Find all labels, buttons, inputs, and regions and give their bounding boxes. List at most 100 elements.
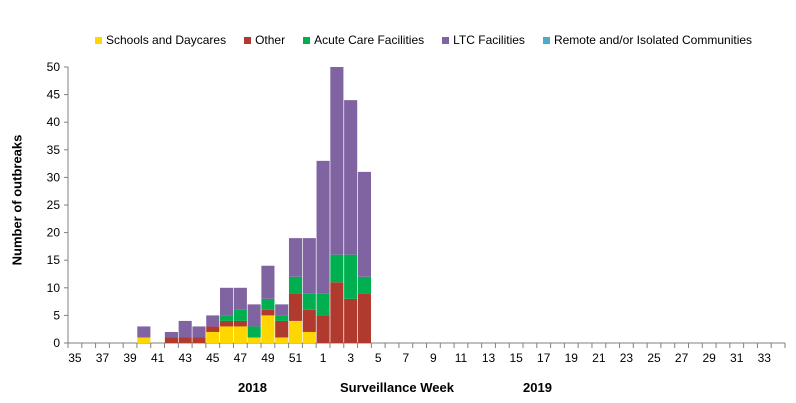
year-label-2018: 2018	[238, 380, 267, 395]
bar-segment	[344, 100, 358, 255]
bar-segment	[247, 326, 261, 338]
x-tick-label: 27	[675, 351, 689, 365]
legend-item: Acute Care Facilities	[303, 33, 424, 47]
x-tick-label: 31	[730, 351, 744, 365]
y-tick-label: 5	[53, 308, 60, 322]
y-tick-label: 15	[47, 253, 61, 267]
legend-label: Remote and/or Isolated Communities	[553, 33, 753, 47]
bar-segment	[275, 304, 289, 316]
bar-segment	[220, 287, 234, 316]
x-tick-label: 35	[68, 351, 82, 365]
x-tick-label: 43	[179, 351, 193, 365]
bar-segment	[164, 337, 178, 343]
bar-segment	[220, 315, 234, 321]
bar-segment	[137, 326, 151, 338]
bar-segment	[247, 304, 261, 327]
legend-swatch	[542, 36, 550, 44]
bar-segment	[233, 320, 247, 327]
y-tick-label: 10	[47, 281, 61, 295]
bar-segment	[275, 315, 289, 321]
x-tick-label: 13	[482, 351, 496, 365]
bar-segment	[164, 331, 178, 338]
bar-segment	[261, 298, 275, 310]
bar-segment	[330, 254, 344, 283]
x-tick-label: 11	[455, 351, 468, 365]
legend-item: LTC Facilities	[442, 33, 525, 47]
legend-swatch	[244, 36, 252, 44]
x-tick-label: 41	[151, 351, 165, 365]
bar-segment	[357, 171, 372, 277]
x-tick-label: 45	[206, 351, 220, 365]
bar-segment	[261, 315, 275, 343]
bar-segment	[178, 320, 192, 338]
legend-item: Schools and Daycares	[95, 33, 226, 47]
x-tick-label: 15	[509, 351, 523, 365]
bar-segment	[137, 337, 151, 343]
legend-label: Schools and Daycares	[106, 33, 227, 47]
bar-segment	[302, 331, 316, 343]
y-tick-label: 0	[53, 336, 60, 350]
bar-segment	[192, 337, 206, 343]
legend: Schools and Daycares Other Acute Care Faci…	[95, 33, 752, 47]
bar-segment	[302, 293, 316, 310]
x-tick-label: 49	[261, 351, 275, 365]
bar-segment	[288, 276, 303, 294]
y-tick-label: 35	[47, 143, 61, 157]
bar-segment	[316, 315, 330, 343]
legend-label: Other	[255, 33, 286, 47]
bar-segment	[220, 326, 234, 343]
bar-segment	[220, 320, 234, 327]
x-tick-label: 25	[647, 351, 661, 365]
bar-segment	[288, 320, 303, 343]
bar-segment	[192, 326, 206, 338]
legend-swatch	[442, 36, 450, 44]
x-tick-label: 1	[320, 351, 327, 365]
bar-segment	[288, 293, 303, 321]
bar-segment	[206, 315, 220, 327]
bar-segment	[206, 331, 220, 343]
x-tick-label: 33	[758, 351, 772, 365]
bar-segment	[261, 265, 275, 299]
y-tick-label: 45	[47, 88, 61, 102]
bar-segment	[261, 309, 275, 316]
y-tick-label: 50	[47, 60, 61, 74]
bar-segment	[344, 254, 358, 299]
bar-segment	[275, 320, 289, 338]
x-tick-label: 7	[402, 351, 409, 365]
legend-item: Remote and/or Isolated Communities	[542, 33, 753, 47]
x-tick-label: 23	[620, 351, 634, 365]
bar-segment	[357, 276, 372, 294]
x-tick-label: 51	[289, 351, 303, 365]
x-axis-label: Surveillance Week	[340, 380, 454, 395]
bar-segment	[330, 282, 344, 343]
x-tick-label: 21	[592, 351, 606, 365]
legend-swatch	[95, 36, 102, 44]
x-tick-label: 47	[234, 351, 248, 365]
year-label-2019: 2019	[523, 380, 552, 395]
y-tick-label: 20	[47, 226, 61, 240]
bar-segment	[206, 326, 220, 332]
bar-segment	[330, 67, 344, 255]
x-tick-label: 9	[430, 351, 437, 365]
y-tick-label: 25	[47, 198, 61, 212]
bar-segment	[288, 238, 303, 277]
bar-segment	[233, 326, 247, 343]
x-tick-label: 17	[537, 351, 551, 365]
bar-segment	[247, 337, 261, 343]
bar-segment	[275, 337, 289, 343]
bar-segment	[316, 160, 330, 294]
bar-segment	[344, 298, 358, 343]
bar-segment	[233, 287, 247, 310]
bar-segment	[302, 309, 316, 332]
bar-segment	[233, 309, 247, 321]
legend-item: Other	[244, 33, 285, 47]
legend-label: Acute Care Facilities	[314, 33, 425, 47]
x-tick-label: 3	[347, 351, 354, 365]
y-tick-label: 30	[47, 170, 61, 184]
x-tick-label: 19	[565, 351, 579, 365]
bar-segment	[357, 293, 372, 343]
x-tick-label: 37	[96, 351, 110, 365]
x-tick-label: 5	[375, 351, 382, 365]
legend-swatch	[303, 36, 311, 44]
